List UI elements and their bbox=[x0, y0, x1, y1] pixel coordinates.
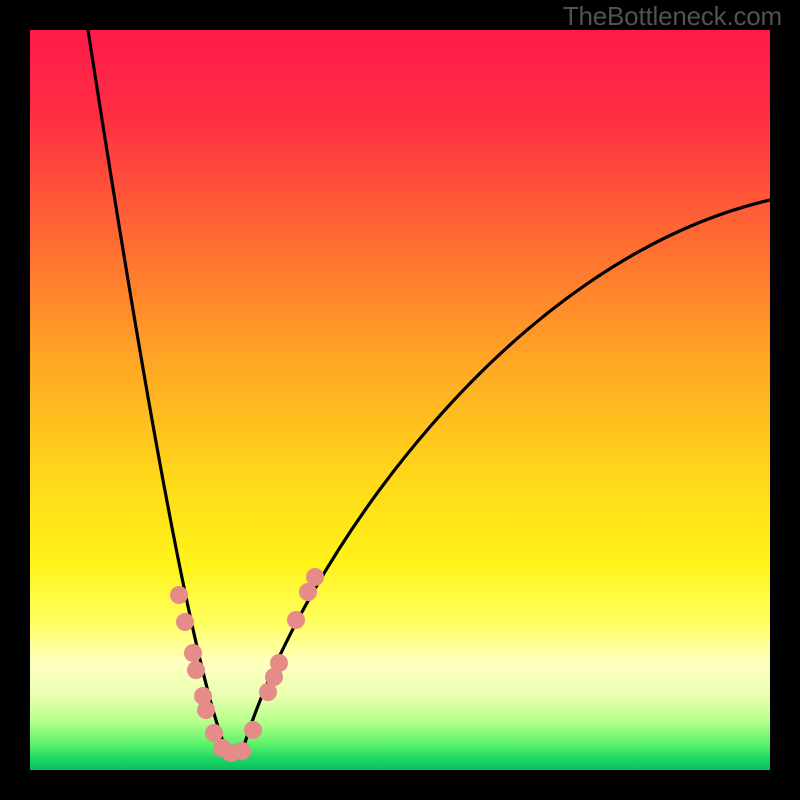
plot-background bbox=[30, 30, 770, 770]
data-marker bbox=[244, 721, 262, 739]
data-marker bbox=[176, 613, 194, 631]
data-marker bbox=[270, 654, 288, 672]
data-marker bbox=[197, 701, 215, 719]
data-marker bbox=[187, 661, 205, 679]
data-marker bbox=[287, 611, 305, 629]
watermark-text: TheBottleneck.com bbox=[563, 1, 782, 32]
data-marker bbox=[170, 586, 188, 604]
data-marker bbox=[184, 644, 202, 662]
data-marker bbox=[306, 568, 324, 586]
data-marker bbox=[233, 742, 251, 760]
chart-frame: TheBottleneck.com bbox=[0, 0, 800, 800]
chart-svg bbox=[0, 0, 800, 800]
